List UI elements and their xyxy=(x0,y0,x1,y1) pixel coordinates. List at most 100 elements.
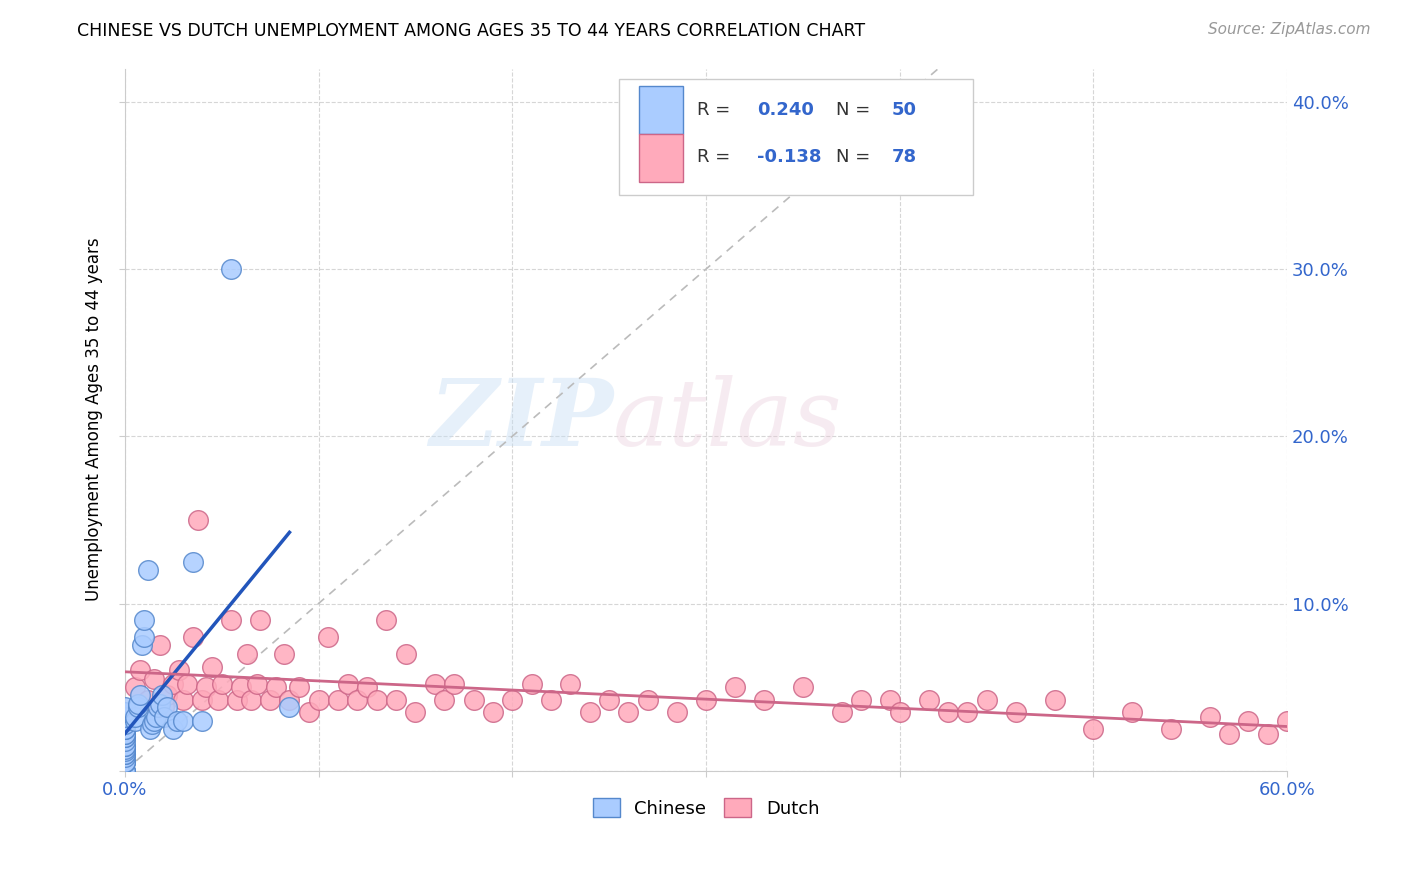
Text: 78: 78 xyxy=(891,148,917,167)
Legend: Chinese, Dutch: Chinese, Dutch xyxy=(585,791,827,825)
Point xyxy=(124,714,146,728)
Point xyxy=(187,513,209,527)
Point xyxy=(201,660,224,674)
Point xyxy=(831,705,853,719)
Point xyxy=(395,647,418,661)
Point xyxy=(114,727,136,741)
Point xyxy=(114,747,136,761)
Point xyxy=(166,714,188,728)
Point xyxy=(124,680,146,694)
Point xyxy=(724,680,747,694)
Point xyxy=(752,693,775,707)
Point xyxy=(136,693,159,707)
Point xyxy=(114,739,136,753)
Point xyxy=(114,722,136,736)
Point xyxy=(1160,722,1182,736)
Point xyxy=(139,722,162,736)
Point xyxy=(298,705,321,719)
Point xyxy=(501,693,523,707)
Point xyxy=(114,750,136,764)
Point xyxy=(598,693,620,707)
Point xyxy=(150,689,173,703)
Y-axis label: Unemployment Among Ages 35 to 44 years: Unemployment Among Ages 35 to 44 years xyxy=(86,238,103,601)
Text: 0.240: 0.240 xyxy=(756,101,814,119)
Point xyxy=(114,756,136,770)
Point xyxy=(127,697,149,711)
Point xyxy=(114,727,136,741)
Point xyxy=(326,693,349,707)
Point xyxy=(1257,727,1279,741)
Point xyxy=(134,630,156,644)
Point xyxy=(114,731,136,745)
Text: ZIP: ZIP xyxy=(429,375,613,465)
Point xyxy=(792,680,814,694)
Point xyxy=(956,705,979,719)
Point xyxy=(124,710,146,724)
Point xyxy=(181,630,204,644)
Point xyxy=(520,677,543,691)
Point xyxy=(443,677,465,691)
Point xyxy=(129,664,152,678)
Point xyxy=(191,714,214,728)
Point xyxy=(114,731,136,745)
Point xyxy=(114,764,136,778)
Point xyxy=(114,714,136,728)
Text: 50: 50 xyxy=(891,101,917,119)
Point xyxy=(114,700,136,714)
Point xyxy=(127,700,149,714)
Point xyxy=(404,705,426,719)
Point xyxy=(114,739,136,753)
Point xyxy=(152,710,174,724)
Point xyxy=(229,680,252,694)
Point xyxy=(375,613,398,627)
Point xyxy=(142,672,165,686)
Point xyxy=(578,705,600,719)
Point xyxy=(1043,693,1066,707)
Point xyxy=(181,555,204,569)
Point xyxy=(482,705,505,719)
Point xyxy=(1237,714,1260,728)
Point xyxy=(142,714,165,728)
Point xyxy=(162,677,184,691)
Point xyxy=(114,744,136,758)
Point xyxy=(114,710,136,724)
FancyBboxPatch shape xyxy=(619,79,973,195)
Point xyxy=(617,705,640,719)
Point xyxy=(114,747,136,761)
Point xyxy=(114,764,136,778)
Point xyxy=(336,677,359,691)
Text: CHINESE VS DUTCH UNEMPLOYMENT AMONG AGES 35 TO 44 YEARS CORRELATION CHART: CHINESE VS DUTCH UNEMPLOYMENT AMONG AGES… xyxy=(77,22,866,40)
Point xyxy=(245,677,267,691)
Text: N =: N = xyxy=(837,101,876,119)
Point xyxy=(849,693,872,707)
Point xyxy=(152,700,174,714)
Point xyxy=(1198,710,1220,724)
Point xyxy=(236,647,259,661)
Point xyxy=(560,677,582,691)
Point xyxy=(346,693,368,707)
Point xyxy=(136,563,159,577)
Point xyxy=(249,613,271,627)
Point xyxy=(259,693,281,707)
Point xyxy=(239,693,262,707)
Point xyxy=(278,700,301,714)
Point xyxy=(167,664,190,678)
Point xyxy=(191,693,214,707)
Point xyxy=(114,742,136,756)
Point xyxy=(145,710,167,724)
Point xyxy=(172,693,194,707)
Point xyxy=(695,693,717,707)
Point xyxy=(221,613,243,627)
Point xyxy=(226,693,249,707)
Text: R =: R = xyxy=(696,101,735,119)
Point xyxy=(131,638,153,652)
Point xyxy=(976,693,998,707)
Point xyxy=(149,697,172,711)
Point xyxy=(918,693,941,707)
Point xyxy=(463,693,485,707)
Point xyxy=(366,693,388,707)
Point xyxy=(114,705,136,719)
Point xyxy=(540,693,562,707)
Point xyxy=(316,630,339,644)
Point xyxy=(141,717,163,731)
